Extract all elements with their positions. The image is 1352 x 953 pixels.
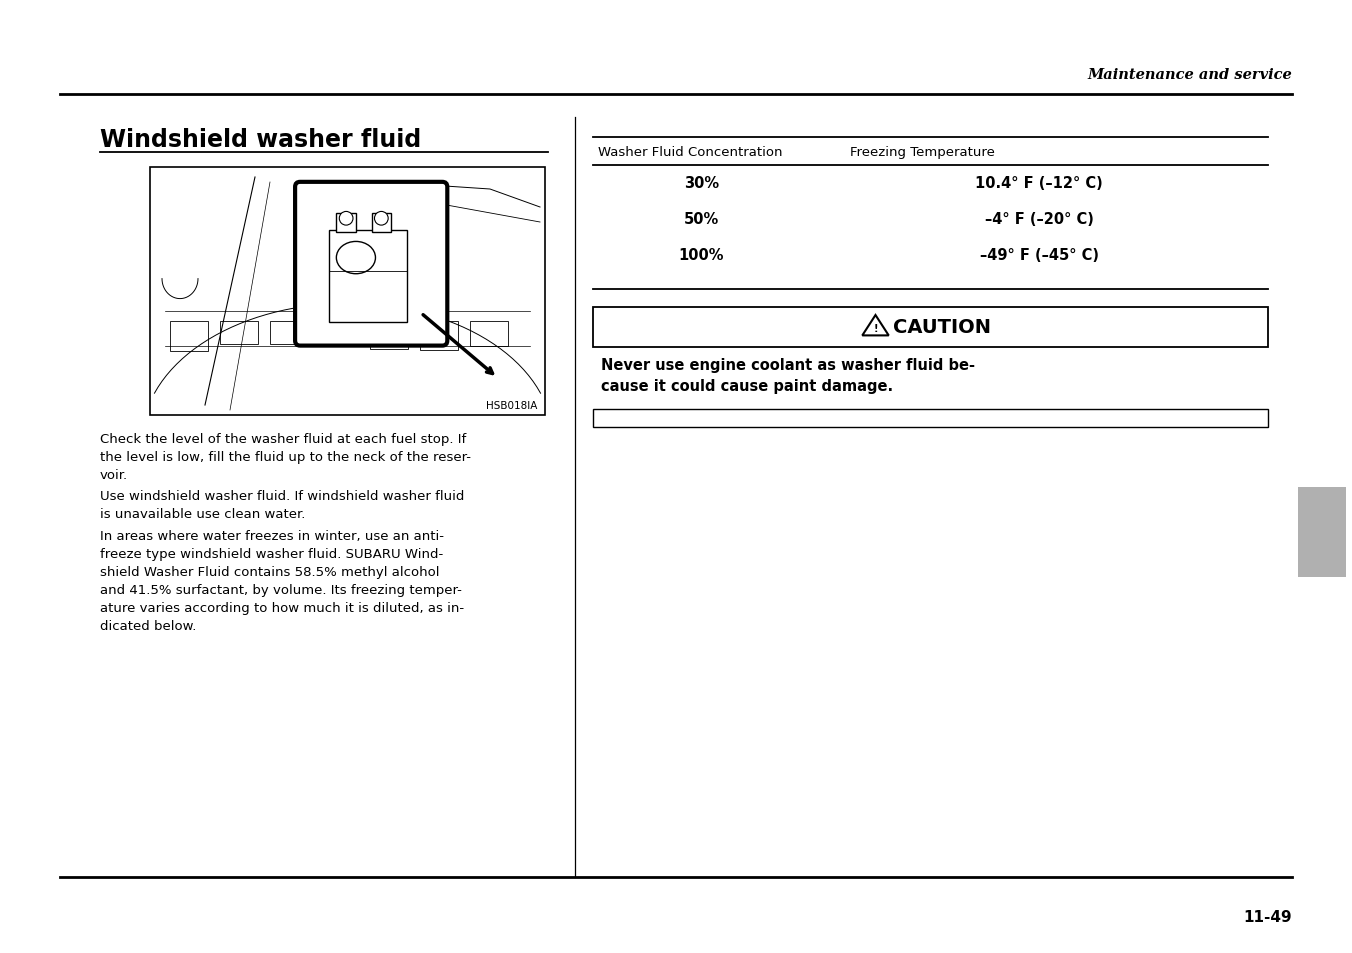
- Text: –4° F (–20° C): –4° F (–20° C): [984, 212, 1094, 227]
- Text: HSB018IA: HSB018IA: [485, 400, 537, 411]
- Text: Use windshield washer fluid. If windshield washer fluid
is unavailable use clean: Use windshield washer fluid. If windshie…: [100, 490, 464, 520]
- Text: Windshield washer fluid: Windshield washer fluid: [100, 128, 422, 152]
- Bar: [470, 321, 508, 349]
- Text: –49° F (–45° C): –49° F (–45° C): [979, 248, 1098, 263]
- Text: 50%: 50%: [684, 212, 719, 227]
- Bar: [370, 321, 408, 343]
- Bar: [594, 308, 1268, 348]
- Polygon shape: [863, 315, 888, 336]
- Text: Washer Fluid Concentration: Washer Fluid Concentration: [598, 146, 783, 159]
- Bar: [150, 168, 545, 416]
- Text: In areas where water freezes in winter, use an anti-
freeze type windshield wash: In areas where water freezes in winter, …: [100, 530, 464, 633]
- Bar: [320, 321, 358, 351]
- Text: Check the level of the washer fluid at each fuel stop. If
the level is low, fill: Check the level of the washer fluid at e…: [100, 433, 470, 481]
- Bar: [372, 214, 391, 233]
- FancyBboxPatch shape: [295, 183, 448, 346]
- Text: Never use engine coolant as washer fluid be-
cause it could cause paint damage.: Never use engine coolant as washer fluid…: [602, 357, 975, 394]
- Text: 100%: 100%: [679, 248, 725, 263]
- Bar: [594, 410, 1268, 428]
- Circle shape: [375, 213, 388, 226]
- Text: CAUTION: CAUTION: [894, 318, 991, 337]
- Bar: [420, 321, 458, 354]
- Text: !: !: [873, 324, 877, 334]
- Text: 30%: 30%: [684, 175, 719, 191]
- Text: 10.4° F (–12° C): 10.4° F (–12° C): [975, 175, 1103, 191]
- Circle shape: [339, 213, 353, 226]
- Text: 11-49: 11-49: [1244, 909, 1293, 924]
- Bar: [337, 214, 356, 233]
- Bar: [1298, 488, 1347, 578]
- Text: Freezing Temperature: Freezing Temperature: [850, 146, 995, 159]
- Bar: [170, 321, 208, 353]
- Ellipse shape: [337, 242, 376, 274]
- Bar: [329, 231, 407, 323]
- Text: Maintenance and service: Maintenance and service: [1087, 68, 1293, 82]
- Bar: [220, 321, 258, 350]
- Bar: [270, 321, 308, 354]
